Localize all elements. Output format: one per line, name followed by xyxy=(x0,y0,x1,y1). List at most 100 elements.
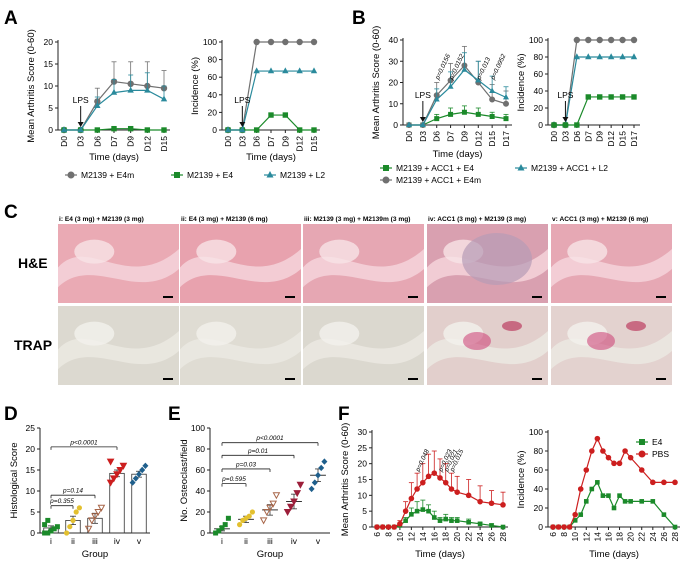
data-point xyxy=(213,530,219,536)
data-point xyxy=(161,127,167,133)
data-point xyxy=(308,485,315,493)
x-tick-label: i xyxy=(221,536,223,546)
y-tick-label: 100 xyxy=(529,35,543,45)
data-point xyxy=(402,508,409,514)
x-tick-label: 14 xyxy=(418,532,428,542)
data-point xyxy=(437,475,443,481)
y-tick-label: 80 xyxy=(196,444,206,454)
legend-marker xyxy=(67,171,75,179)
data-point xyxy=(503,116,509,122)
tissue-space xyxy=(74,239,115,264)
p-value-label: p=0.14 xyxy=(62,488,83,495)
y-tick-label: 60 xyxy=(208,72,218,82)
data-point xyxy=(282,38,289,46)
x-tick-label: D9 xyxy=(459,131,469,142)
data-point xyxy=(119,462,128,470)
x-tick-label: D15 xyxy=(618,131,628,147)
data-point xyxy=(488,500,495,507)
legend-label: M2139 + E4m xyxy=(81,170,134,180)
data-point xyxy=(448,111,454,117)
data-point xyxy=(51,526,57,532)
x-tick-label: D9 xyxy=(595,131,605,142)
y-axis-label: Histological Score xyxy=(9,442,20,518)
data-point xyxy=(267,38,275,46)
y-tick-label: 25 xyxy=(26,423,36,433)
legend-label: PBS xyxy=(652,449,669,459)
y-tick-label: 20 xyxy=(26,444,36,454)
data-point xyxy=(650,499,656,504)
y-tick-label: 100 xyxy=(203,37,217,47)
data-point xyxy=(132,475,139,482)
x-tick-label: 14 xyxy=(592,532,602,542)
histology-column-title: i: E4 (3 mg) + M2139 (3 mg) xyxy=(59,216,144,223)
data-point xyxy=(315,472,321,479)
data-point xyxy=(296,481,305,489)
data-point xyxy=(628,499,633,504)
data-point xyxy=(379,524,386,530)
data-point xyxy=(397,521,403,527)
y-axis-label: Incidence (%) xyxy=(516,450,527,508)
he-micrograph xyxy=(551,224,672,303)
data-point xyxy=(589,486,595,492)
y-tick-label: 15 xyxy=(26,465,36,475)
series-line xyxy=(554,39,634,126)
x-tick-label: 6 xyxy=(372,532,382,537)
static-layer: A B C D E F M2139 + E4m M2139 + E4 M2139 + L2 M21… xyxy=(4,8,672,459)
data-point xyxy=(321,458,328,465)
series-line xyxy=(553,481,676,528)
data-point xyxy=(550,524,556,530)
trap-micrograph xyxy=(58,306,179,385)
data-point xyxy=(94,127,101,133)
x-axis-label: Group xyxy=(257,549,283,560)
data-point xyxy=(619,94,626,100)
data-point xyxy=(617,493,622,498)
data-point xyxy=(73,509,79,515)
data-point xyxy=(406,121,412,127)
data-point xyxy=(672,524,678,530)
legend-marker xyxy=(383,165,389,171)
x-tick-label: iii xyxy=(267,536,273,546)
x-tick-label: 18 xyxy=(615,532,625,542)
y-tick-label: 40 xyxy=(389,35,399,45)
data-point xyxy=(374,524,380,530)
x-tick-label: D9 xyxy=(280,136,290,147)
data-point xyxy=(239,126,246,133)
x-axis-label: Time (days) xyxy=(415,549,465,560)
data-point xyxy=(607,36,615,44)
x-tick-label: D6 xyxy=(572,131,582,142)
x-tick-label: D12 xyxy=(295,136,305,152)
data-point xyxy=(129,479,136,486)
data-point xyxy=(594,435,601,442)
y-tick-label: 60 xyxy=(196,465,206,475)
x-tick-label: 10 xyxy=(570,532,580,542)
data-point xyxy=(91,513,99,521)
x-tick-label: 16 xyxy=(603,532,613,542)
x-tick-label: 8 xyxy=(383,532,393,537)
data-point xyxy=(310,67,318,74)
trap-micrograph xyxy=(551,306,672,385)
y-tick-label: 60 xyxy=(534,69,544,79)
y-tick-label: 15 xyxy=(358,475,368,485)
x-axis-label: Time (days) xyxy=(246,152,296,163)
y-tick-label: 20 xyxy=(208,107,218,117)
x-tick-label: D12 xyxy=(473,131,483,147)
he-micrograph xyxy=(58,224,179,303)
x-tick-label: 20 xyxy=(452,532,462,542)
series-line xyxy=(409,68,507,126)
data-point xyxy=(97,504,106,512)
y-tick-label: 10 xyxy=(44,81,54,91)
legend-label: E4 xyxy=(652,437,663,447)
data-point xyxy=(420,479,426,486)
data-point xyxy=(106,458,115,466)
data-point xyxy=(54,524,60,530)
data-point xyxy=(160,95,168,102)
data-point xyxy=(109,475,118,483)
data-point xyxy=(661,512,667,517)
y-tick-label: 0 xyxy=(212,125,217,135)
x-tick-label: 22 xyxy=(637,532,647,542)
data-point xyxy=(420,507,426,512)
data-point xyxy=(574,122,580,128)
y-tick-label: 20 xyxy=(534,503,544,513)
y-axis-label: Incidence (%) xyxy=(190,57,201,115)
